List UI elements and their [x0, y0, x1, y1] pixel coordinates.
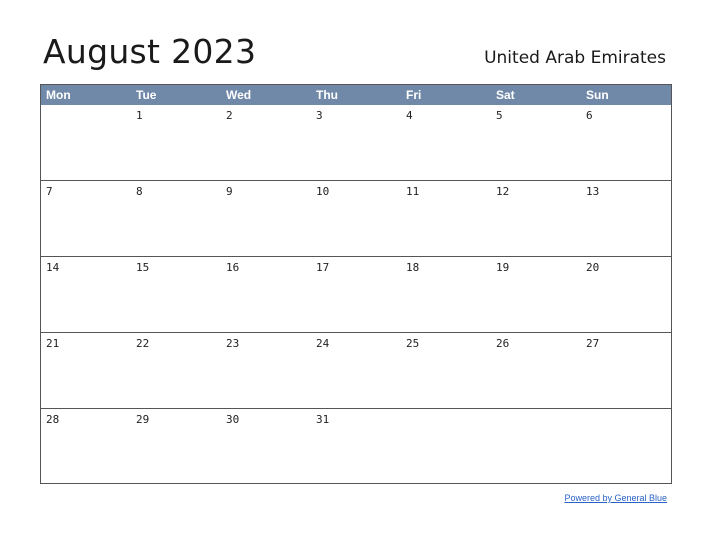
country-label: United Arab Emirates: [484, 48, 666, 68]
week-row: 1 2 3 4 5 6: [41, 105, 671, 180]
page-title: August 2023: [43, 32, 257, 71]
weekday-thu: Thu: [316, 88, 338, 102]
day-cell: 5: [496, 109, 503, 122]
day-cell: 12: [496, 185, 510, 198]
day-cell: 2: [226, 109, 233, 122]
day-cell: [491, 409, 581, 484]
day-cell: 31: [316, 413, 330, 426]
powered-by-link[interactable]: Powered by General Blue: [564, 493, 667, 503]
weekday-sun: Sun: [586, 88, 609, 102]
day-cell: 7: [46, 185, 53, 198]
day-cell: 3: [316, 109, 323, 122]
day-cell: 18: [406, 261, 420, 274]
weekday-mon: Mon: [46, 88, 71, 102]
weekday-tue: Tue: [136, 88, 157, 102]
day-cell: 11: [406, 185, 420, 198]
day-cell: 27: [586, 337, 600, 350]
day-cell: 26: [496, 337, 510, 350]
day-cell: 4: [406, 109, 413, 122]
week-row: 21 22 23 24 25 26 27: [41, 332, 671, 408]
day-cell: 6: [586, 109, 593, 122]
day-cell: 28: [46, 413, 60, 426]
week-row: 7 8 9 10 11 12 13: [41, 180, 671, 256]
day-cell: 16: [226, 261, 240, 274]
weekday-header: Mon Tue Wed Thu Fri Sat Sun: [41, 85, 671, 105]
day-cell: 19: [496, 261, 510, 274]
day-cell: 1: [136, 109, 143, 122]
day-cell: 9: [226, 185, 233, 198]
day-cell: 21: [46, 337, 60, 350]
week-row: 28 29 30 31: [41, 408, 671, 484]
weekday-sat: Sat: [496, 88, 515, 102]
day-cell: 24: [316, 337, 330, 350]
day-cell: 22: [136, 337, 150, 350]
day-cell: 20: [586, 261, 600, 274]
weekday-fri: Fri: [406, 88, 422, 102]
day-cell: 25: [406, 337, 420, 350]
day-cell: [41, 105, 131, 180]
week-row: 14 15 16 17 18 19 20: [41, 256, 671, 332]
day-cell: 17: [316, 261, 330, 274]
day-cell: 13: [586, 185, 600, 198]
day-cell: 15: [136, 261, 150, 274]
day-cell: 23: [226, 337, 240, 350]
day-cell: 29: [136, 413, 150, 426]
day-cell: 14: [46, 261, 60, 274]
day-cell: 8: [136, 185, 143, 198]
day-cell: [401, 409, 491, 484]
calendar-grid: Mon Tue Wed Thu Fri Sat Sun 1 2 3 4 5 6 …: [40, 84, 672, 484]
day-cell: 30: [226, 413, 240, 426]
day-cell: 10: [316, 185, 330, 198]
day-cell: [581, 409, 671, 484]
weekday-wed: Wed: [226, 88, 252, 102]
